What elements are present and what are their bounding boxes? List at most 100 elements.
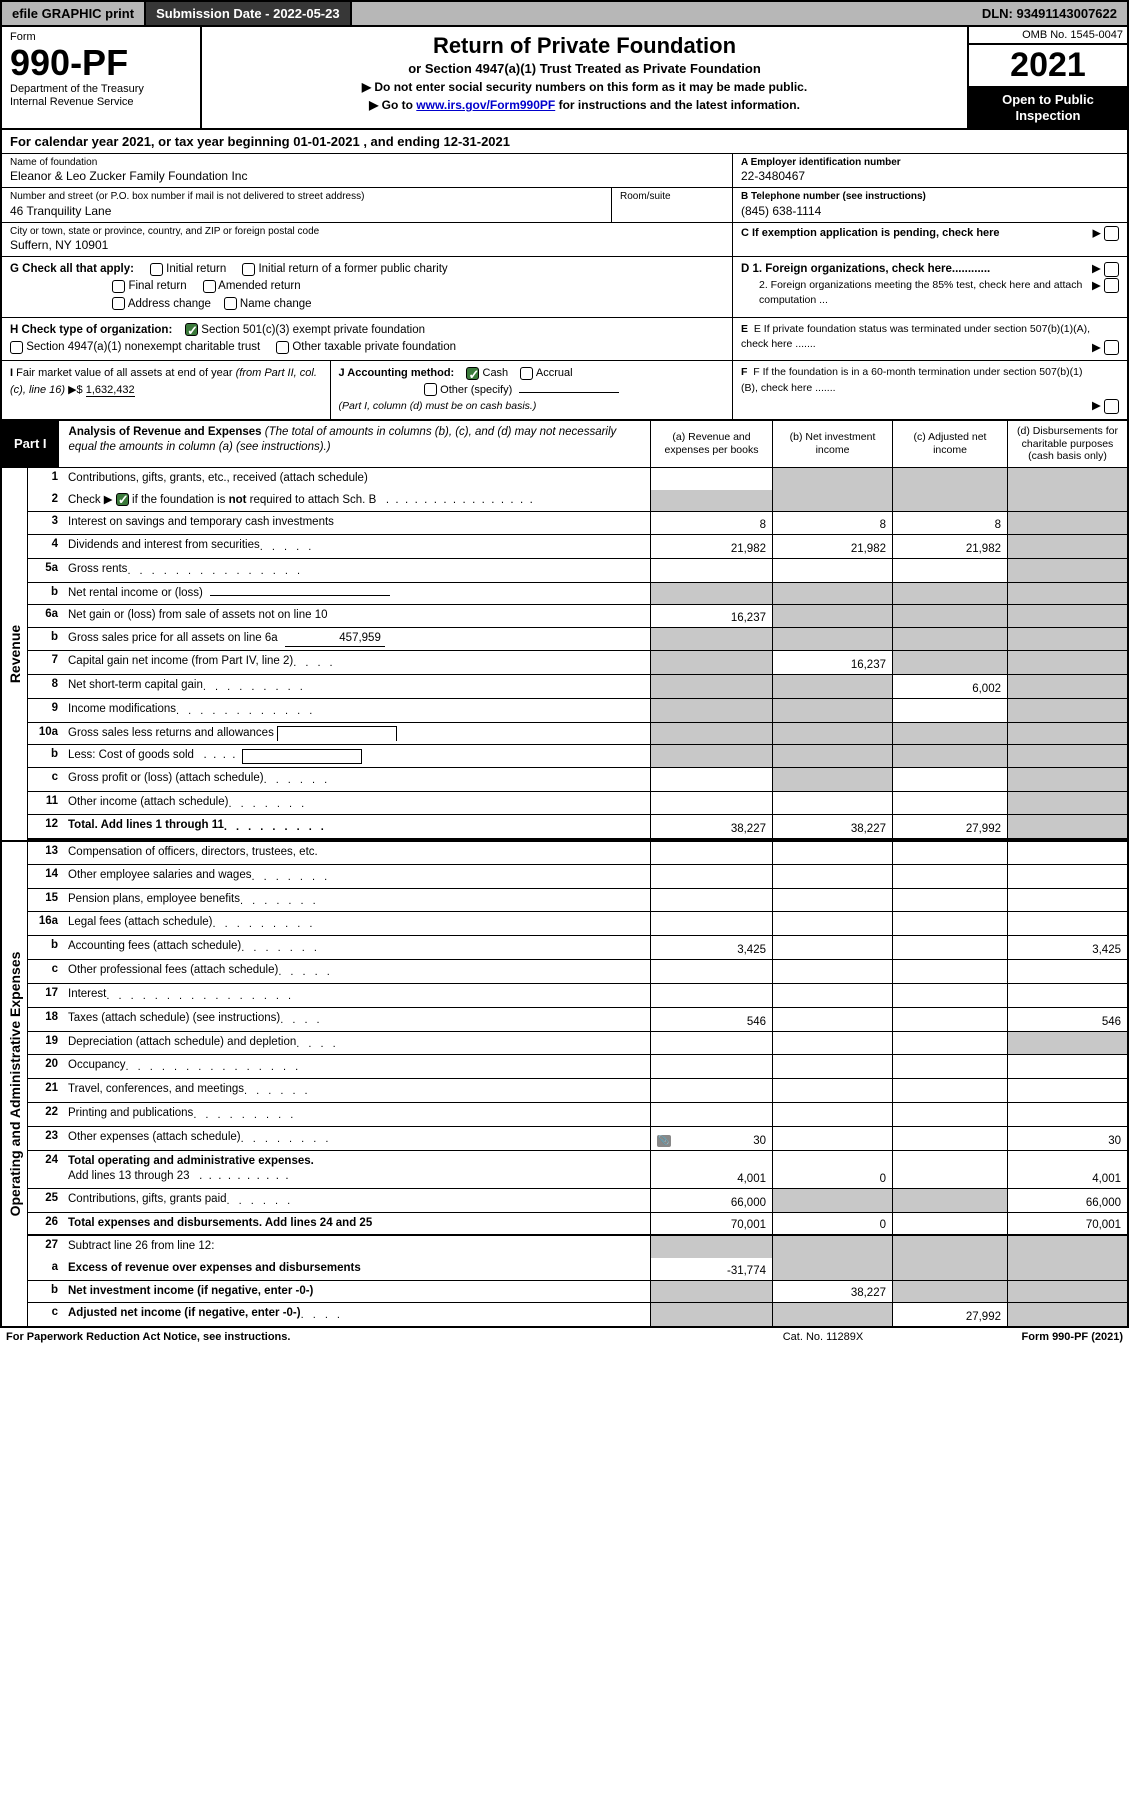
desc-13: Compensation of officers, directors, tru… bbox=[64, 842, 650, 864]
other-taxable-checkbox[interactable] bbox=[276, 341, 289, 354]
final-return-checkbox[interactable] bbox=[112, 280, 125, 293]
r4-d bbox=[1007, 535, 1127, 558]
r26-b: 0 bbox=[772, 1213, 892, 1235]
page-footer: For Paperwork Reduction Act Notice, see … bbox=[0, 1328, 1129, 1346]
address-change-checkbox[interactable] bbox=[112, 297, 125, 310]
r10a-a bbox=[650, 723, 772, 745]
revenue-section: Revenue 1 Contributions, gifts, grants, … bbox=[0, 468, 1129, 842]
name-cell: Name of foundation Eleanor & Leo Zucker … bbox=[2, 154, 732, 189]
efile-print-button[interactable]: efile GRAPHIC print bbox=[2, 2, 146, 25]
h-e-row: H Check type of organization: Section 50… bbox=[0, 318, 1129, 362]
r6a-a: 16,237 bbox=[650, 605, 772, 627]
row-16c: c Other professional fees (attach schedu… bbox=[28, 960, 1127, 984]
d1-checkbox[interactable] bbox=[1104, 262, 1119, 277]
r13-b bbox=[772, 842, 892, 864]
r24-d: 4,001 bbox=[1007, 1151, 1127, 1188]
header-left: Form 990-PF Department of the Treasury I… bbox=[2, 27, 202, 128]
r24-c bbox=[892, 1151, 1007, 1188]
city-cell: City or town, state or province, country… bbox=[2, 223, 732, 257]
g-o6: Name change bbox=[240, 298, 312, 310]
desc-12: Total. Add lines 1 through 11. . . . . .… bbox=[64, 815, 650, 838]
r7-a bbox=[650, 651, 772, 674]
exemption-checkbox[interactable] bbox=[1104, 226, 1119, 241]
r5b-c bbox=[892, 583, 1007, 605]
r27a-a: -31,774 bbox=[650, 1258, 772, 1280]
desc-23: Other expenses (attach schedule). . . . … bbox=[64, 1127, 650, 1150]
r17-c bbox=[892, 984, 1007, 1007]
form-header: Form 990-PF Department of the Treasury I… bbox=[0, 27, 1129, 130]
d2-checkbox[interactable] bbox=[1104, 278, 1119, 293]
i-j-f-row: I Fair market value of all assets at end… bbox=[0, 361, 1129, 421]
j-accrual: Accrual bbox=[536, 367, 573, 379]
r6b-value: 457,959 bbox=[285, 631, 385, 648]
r5b-d bbox=[1007, 583, 1127, 605]
r27c-c: 27,992 bbox=[892, 1303, 1007, 1326]
schb-checkbox[interactable] bbox=[116, 493, 129, 506]
r16b-c bbox=[892, 936, 1007, 959]
name-change-checkbox[interactable] bbox=[224, 297, 237, 310]
dept-treasury: Department of the Treasury bbox=[10, 83, 192, 96]
r20-b bbox=[772, 1055, 892, 1078]
r8-b bbox=[772, 675, 892, 698]
initial-return-checkbox[interactable] bbox=[150, 263, 163, 276]
r23-d: 30 bbox=[1007, 1127, 1127, 1150]
f-checkbox[interactable] bbox=[1104, 399, 1119, 414]
foundation-name: Eleanor & Leo Zucker Family Foundation I… bbox=[10, 169, 724, 184]
dept-irs: Internal Revenue Service bbox=[10, 96, 192, 109]
desc-2: Check ▶ if the foundation is not require… bbox=[64, 490, 650, 512]
r9-c bbox=[892, 699, 1007, 722]
row-11: 11 Other income (attach schedule). . . .… bbox=[28, 792, 1127, 816]
col-d-header: (d) Disbursements for charitable purpose… bbox=[1007, 421, 1127, 467]
r5a-b bbox=[772, 559, 892, 582]
rn-20: 20 bbox=[28, 1055, 64, 1078]
form990pf-link[interactable]: www.irs.gov/Form990PF bbox=[416, 98, 555, 112]
desc-24: Total operating and administrative expen… bbox=[64, 1151, 650, 1188]
attachment-icon[interactable]: 📎 bbox=[657, 1135, 671, 1147]
rn-10a: 10a bbox=[28, 723, 64, 745]
r5a-a bbox=[650, 559, 772, 582]
r27b-b: 38,227 bbox=[772, 1281, 892, 1303]
r16a-c bbox=[892, 912, 1007, 935]
e-checkbox[interactable] bbox=[1104, 340, 1119, 355]
amended-return-checkbox[interactable] bbox=[203, 280, 216, 293]
r3-d bbox=[1007, 512, 1127, 534]
r7-c bbox=[892, 651, 1007, 674]
r26-d: 70,001 bbox=[1007, 1213, 1127, 1235]
r5b-blank[interactable] bbox=[210, 595, 390, 596]
initial-public-checkbox[interactable] bbox=[242, 263, 255, 276]
phone-label: B Telephone number (see instructions) bbox=[741, 191, 1119, 204]
rn-8: 8 bbox=[28, 675, 64, 698]
r6a-b bbox=[772, 605, 892, 627]
ein-cell: A Employer identification number 22-3480… bbox=[733, 154, 1127, 189]
r10b-box[interactable] bbox=[242, 749, 362, 764]
accrual-checkbox[interactable] bbox=[520, 367, 533, 380]
r10a-box[interactable] bbox=[277, 726, 397, 741]
rn-12: 12 bbox=[28, 815, 64, 838]
desc-17: Interest. . . . . . . . . . . . . . . . bbox=[64, 984, 650, 1007]
r10c-d bbox=[1007, 768, 1127, 791]
other-method-checkbox[interactable] bbox=[424, 383, 437, 396]
r27b-a bbox=[650, 1281, 772, 1303]
r5b-a bbox=[650, 583, 772, 605]
row-26: 26 Total expenses and disbursements. Add… bbox=[28, 1213, 1127, 1237]
4947a1-checkbox[interactable] bbox=[10, 341, 23, 354]
r16c-d bbox=[1007, 960, 1127, 983]
h-o2: Section 4947(a)(1) nonexempt charitable … bbox=[26, 341, 260, 353]
501c3-checkbox[interactable] bbox=[185, 323, 198, 336]
r12-d bbox=[1007, 815, 1127, 838]
other-specify-blank[interactable] bbox=[519, 392, 619, 393]
r14-a bbox=[650, 865, 772, 888]
exemption-label: C If exemption application is pending, c… bbox=[741, 227, 1092, 241]
top-bar: efile GRAPHIC print Submission Date - 20… bbox=[0, 0, 1129, 27]
rn-23: 23 bbox=[28, 1127, 64, 1150]
desc-11: Other income (attach schedule). . . . . … bbox=[64, 792, 650, 815]
city-label: City or town, state or province, country… bbox=[10, 226, 724, 239]
r10c-c bbox=[892, 768, 1007, 791]
cash-checkbox[interactable] bbox=[466, 367, 479, 380]
r21-c bbox=[892, 1079, 1007, 1102]
row-27c: c Adjusted net income (if negative, ente… bbox=[28, 1303, 1127, 1326]
rn-6a: 6a bbox=[28, 605, 64, 627]
r27a-c bbox=[892, 1258, 1007, 1280]
row-6a: 6a Net gain or (loss) from sale of asset… bbox=[28, 605, 1127, 628]
r16a-d bbox=[1007, 912, 1127, 935]
